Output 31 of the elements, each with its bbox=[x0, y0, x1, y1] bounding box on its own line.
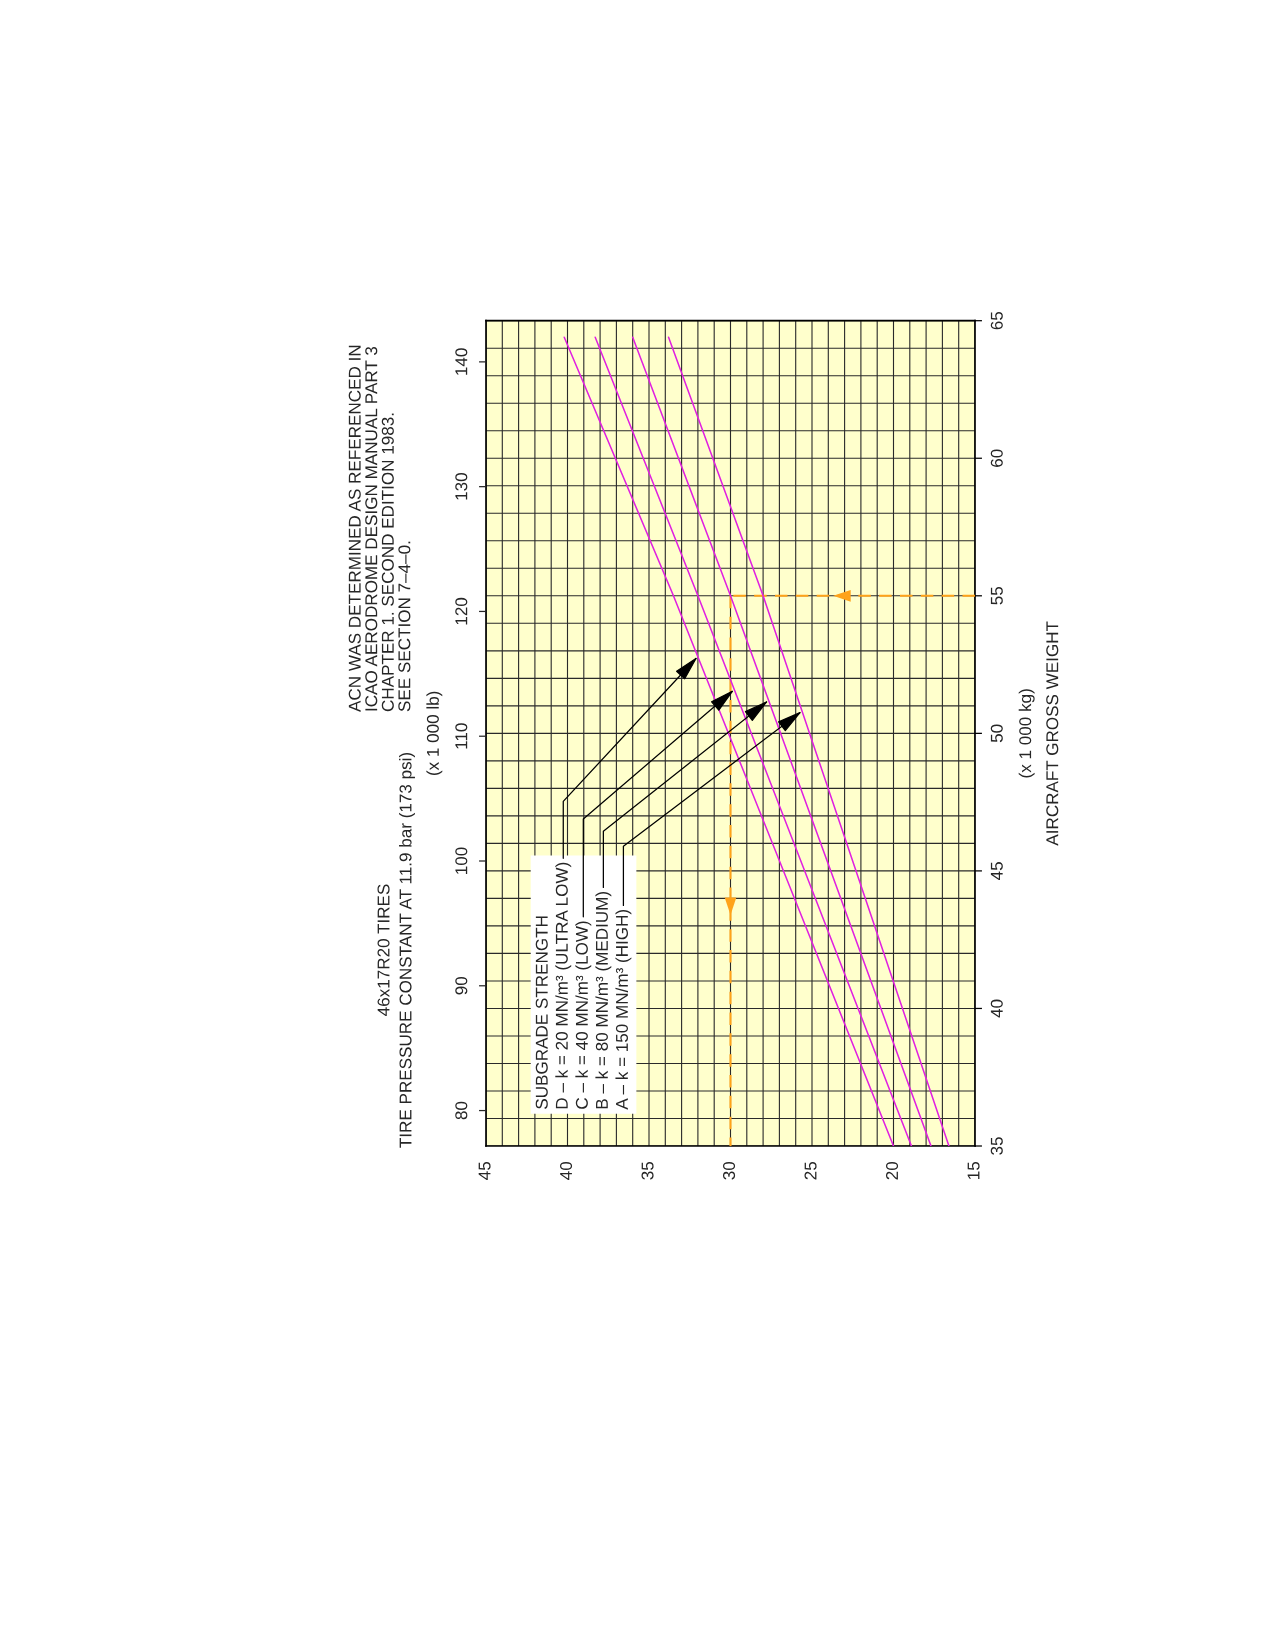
y2-axis-title: (x 1 000 lb) bbox=[426, 691, 443, 776]
text: 46x17R20 TIRES bbox=[377, 884, 390, 1016]
y-tick-label: 65 bbox=[990, 311, 1003, 330]
text: ACN WAS DETERMINED AS REFERENCED IN ICAO AERODROME DESIGN MANUAL PART 3 CHAPTER 1. SECOND EDITION 1983. SEE SECTION 7–4–0. bbox=[348, 345, 411, 712]
y-tick-label: 60 bbox=[990, 449, 1003, 467]
y2-tick-label: 140 bbox=[455, 348, 468, 375]
text: C – k = 40 MN/m³ (LOW) bbox=[575, 921, 592, 1109]
text: B – k = 80 MN/m³ (MEDIUM) bbox=[595, 891, 612, 1109]
y-tick-label: 40 bbox=[990, 999, 1003, 1018]
y2-tick-label: 110 bbox=[455, 723, 468, 749]
x-tick-label: 40 bbox=[559, 1161, 573, 1180]
y2-tick-label: 120 bbox=[455, 597, 468, 625]
text: D – k = 20 MN/m³ (ULTRA LOW) bbox=[555, 862, 572, 1109]
legend-title: SUBGRADE STRENGTH bbox=[535, 916, 548, 1109]
x-tick-label: 25 bbox=[804, 1161, 817, 1180]
y-tick-label: 35 bbox=[990, 1137, 1003, 1155]
x-tick-label: 30 bbox=[722, 1161, 736, 1180]
x-tick-label: 45 bbox=[478, 1161, 491, 1180]
y2-tick-label: 100 bbox=[455, 847, 468, 874]
y-tick-label: 55 bbox=[990, 587, 1003, 605]
y2-tick-label: 90 bbox=[455, 976, 468, 995]
x-tick-label: 35 bbox=[641, 1161, 654, 1180]
y2-tick-label: 80 bbox=[455, 1101, 468, 1120]
text: TIRE PRESSURE CONSTANT AT 11.9 bar (173 psi) bbox=[399, 752, 415, 1148]
y-axis-title: (x 1 000 kg) AIRCRAFT GROSS WEIGHT bbox=[1018, 621, 1059, 846]
y2-tick-label: 130 bbox=[455, 473, 468, 500]
y-tick-label: 50 bbox=[990, 724, 1003, 743]
text: A – k = 150 MN/m³ (HIGH) bbox=[615, 909, 632, 1110]
x-tick-label: 20 bbox=[885, 1161, 899, 1180]
y-tick-label: 45 bbox=[990, 862, 1003, 881]
x-tick-label: 15 bbox=[967, 1161, 980, 1179]
